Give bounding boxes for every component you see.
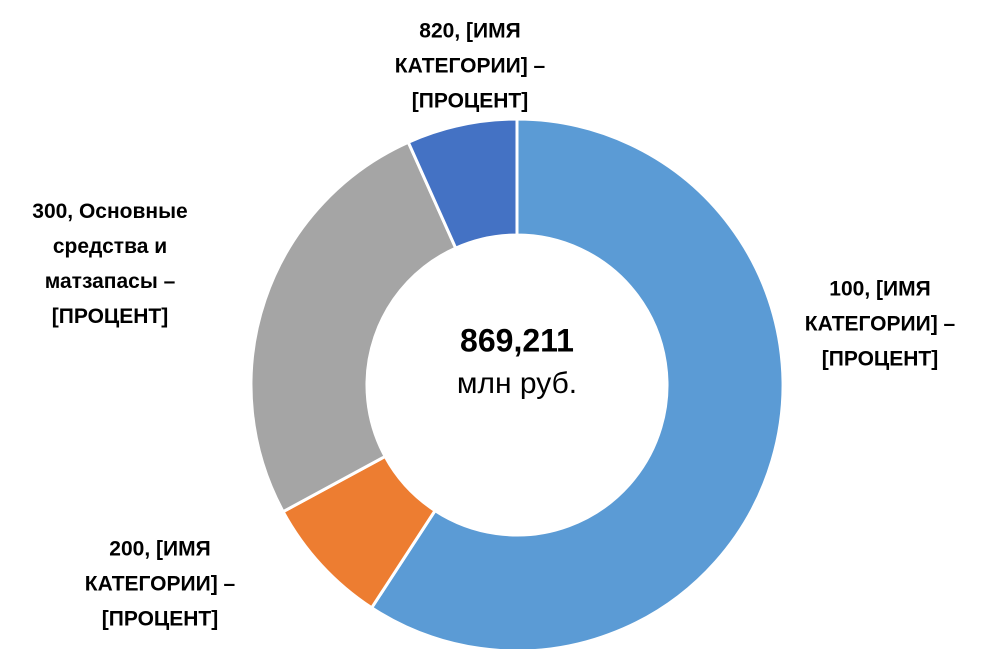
slice-label: [ПРОЦЕНТ] [102, 608, 218, 631]
slice-label: [ПРОЦЕНТ] [822, 348, 938, 371]
slice-label: 300, Основные [32, 200, 187, 223]
slice-label: 100, [ИМЯ [829, 278, 930, 301]
center-value: 869,211 [460, 322, 574, 358]
slice-label: 200, [ИМЯ [109, 538, 210, 561]
donut-slice [406, 117, 519, 251]
slice-label: КАТЕГОРИИ] – [85, 573, 236, 596]
donut-slice [249, 140, 458, 514]
donut-slice [369, 117, 785, 653]
slice-label: [ПРОЦЕНТ] [412, 90, 528, 113]
slice-label: средства и [53, 235, 167, 258]
center-unit: млн руб. [457, 367, 577, 400]
slice-label: КАТЕГОРИИ] – [395, 55, 546, 78]
slice-label: [ПРОЦЕНТ] [52, 305, 168, 328]
slice-label: КАТЕГОРИИ] – [805, 313, 956, 336]
slice-label: матзапасы – [45, 270, 176, 293]
slice-label: 820, [ИМЯ [419, 20, 520, 43]
